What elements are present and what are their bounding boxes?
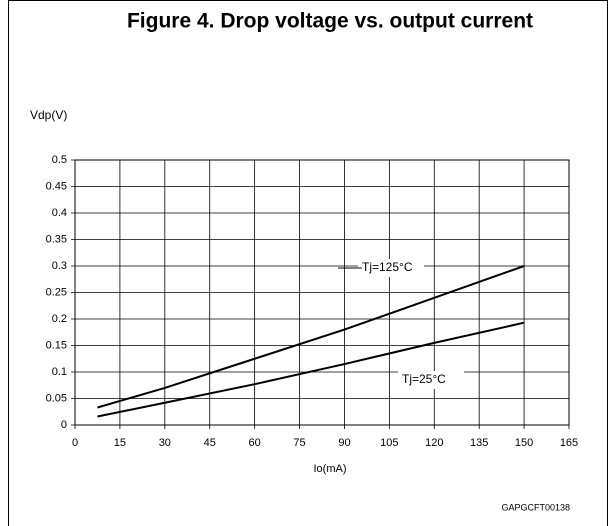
x-tick-label: 165 (560, 437, 578, 449)
y-tick-label: 0 (61, 419, 67, 431)
y-tick-label: 0.45 (46, 180, 67, 192)
annotation: GAPGCFT00138 (501, 502, 570, 512)
y-tick-label: 0.5 (52, 154, 67, 166)
x-tick-label: 135 (470, 437, 488, 449)
x-axis-label: Io(mA) (314, 463, 347, 475)
y-tick-label: 0.4 (52, 207, 67, 219)
series-label: Tj=125°C (362, 260, 413, 274)
x-tick-label: 90 (338, 437, 350, 449)
y-tick-label: 0.25 (46, 286, 67, 298)
x-tick-label: 0 (72, 437, 78, 449)
x-tick-label: 105 (380, 437, 398, 449)
label-background (398, 371, 464, 389)
series-line (97, 265, 525, 409)
x-tick-label: 60 (249, 437, 261, 449)
y-tick-label: 0.15 (46, 339, 67, 351)
x-tick-label: 45 (204, 437, 216, 449)
x-tick-label: 15 (114, 437, 126, 449)
y-tick-label: 0.05 (46, 392, 67, 404)
x-tick-label: 150 (515, 437, 533, 449)
y-tick-label: 0.2 (52, 313, 67, 325)
x-tick-label: 120 (425, 437, 443, 449)
y-axis-label: Vdp(V) (30, 108, 67, 122)
y-tick-label: 0.1 (52, 366, 67, 378)
chart-title: Figure 4. Drop voltage vs. output curren… (127, 10, 533, 33)
y-tick-label: 0.3 (52, 260, 67, 272)
x-tick-label: 75 (293, 437, 305, 449)
series-label: Tj=25°C (402, 372, 446, 386)
label-background (358, 259, 424, 277)
frame (8, 0, 608, 526)
series-line (97, 321, 525, 418)
x-tick-label: 30 (159, 437, 171, 449)
y-tick-label: 0.35 (46, 233, 67, 245)
